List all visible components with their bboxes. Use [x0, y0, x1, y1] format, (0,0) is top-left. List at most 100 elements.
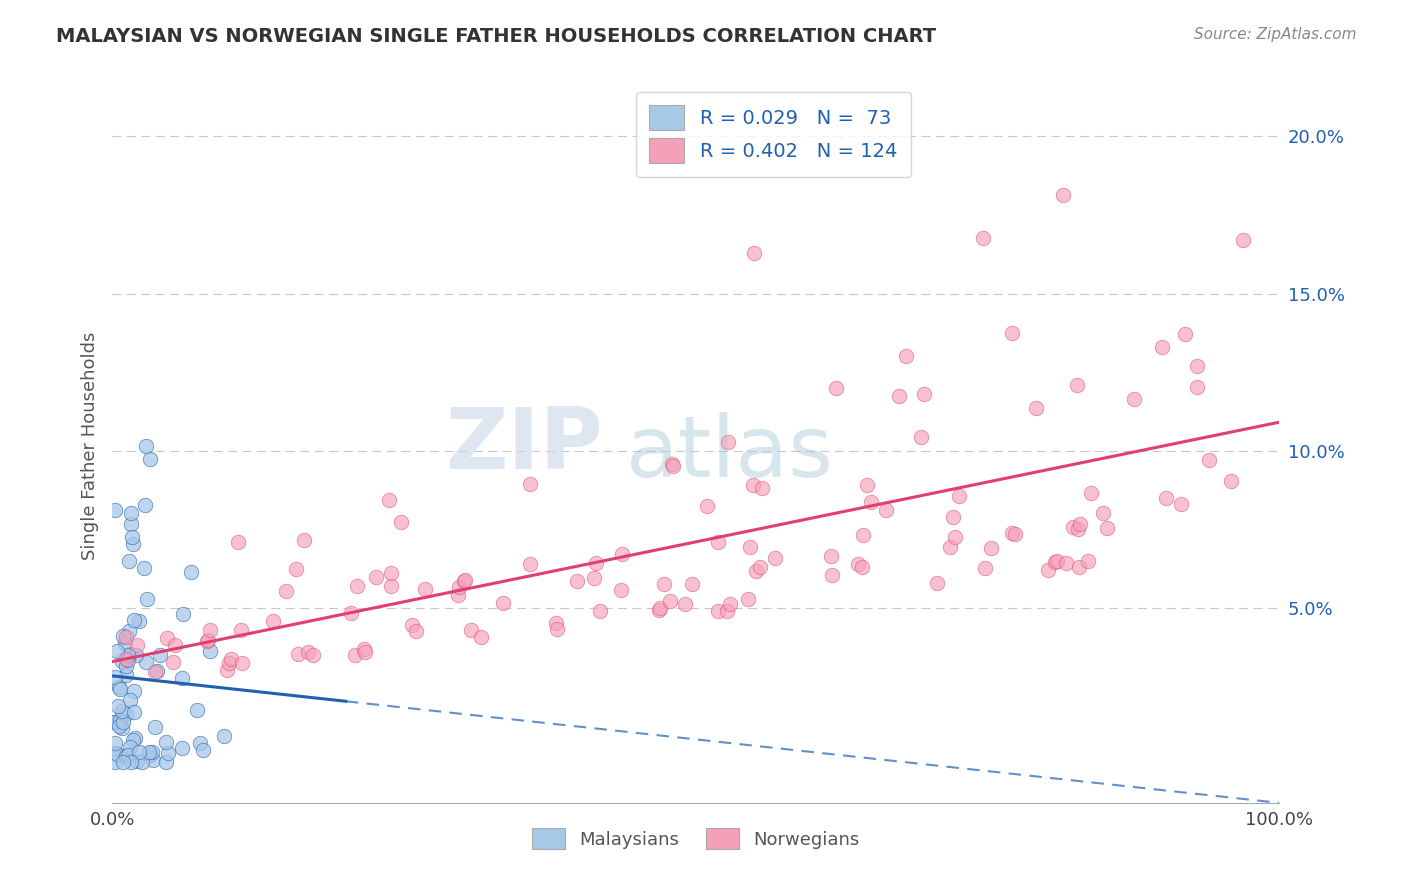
Point [172, 607, 194, 621]
Point [859, 495, 882, 509]
Point [453, 574, 475, 588]
Point [118, 624, 141, 638]
Point [143, 665, 166, 679]
Point [744, 245, 766, 260]
Point [648, 600, 671, 615]
Point [1077, 554, 1099, 568]
Point [155, 735, 177, 749]
Point [139, 747, 162, 762]
Point [162, 655, 184, 669]
Point [1036, 563, 1059, 577]
Point [1045, 555, 1067, 569]
Point [716, 604, 738, 618]
Point [121, 536, 143, 550]
Point [156, 746, 179, 760]
Point [135, 655, 157, 669]
Point [132, 561, 155, 575]
Point [340, 607, 363, 621]
Point [610, 582, 633, 597]
Point [114, 659, 136, 673]
Point [353, 642, 375, 657]
Point [1232, 233, 1254, 247]
Point [353, 645, 375, 659]
Point [825, 381, 848, 395]
Point [104, 502, 127, 516]
Point [942, 510, 965, 524]
Point [745, 564, 768, 578]
Point [718, 597, 741, 611]
Point [197, 633, 219, 648]
Point [155, 755, 177, 769]
Point [346, 579, 368, 593]
Point [134, 499, 156, 513]
Point [1185, 359, 1208, 373]
Point [1080, 485, 1102, 500]
Point [108, 719, 131, 733]
Point [875, 502, 897, 516]
Point [546, 615, 568, 630]
Point [741, 478, 763, 492]
Point [856, 478, 879, 492]
Point [219, 652, 242, 666]
Point [389, 515, 412, 529]
Text: Source: ZipAtlas.com: Source: ZipAtlas.com [1194, 27, 1357, 42]
Point [748, 559, 770, 574]
Point [229, 623, 252, 637]
Point [131, 755, 153, 769]
Point [1170, 497, 1192, 511]
Point [696, 500, 718, 514]
Point [121, 530, 143, 544]
Point [285, 562, 308, 576]
Point [852, 528, 875, 542]
Point [105, 747, 128, 761]
Point [912, 386, 935, 401]
Point [851, 560, 873, 574]
Point [142, 753, 165, 767]
Point [447, 588, 470, 602]
Point [1069, 516, 1091, 531]
Point [143, 720, 166, 734]
Point [377, 493, 399, 508]
Point [1054, 556, 1077, 570]
Point [1154, 491, 1177, 506]
Point [751, 481, 773, 495]
Point [107, 698, 129, 713]
Point [1219, 475, 1241, 489]
Point [1004, 526, 1026, 541]
Point [228, 534, 250, 549]
Point [118, 647, 141, 661]
Point [287, 648, 309, 662]
Point [460, 624, 482, 638]
Point [661, 459, 683, 474]
Point [820, 549, 842, 563]
Point [128, 614, 150, 628]
Point [145, 665, 167, 679]
Point [681, 577, 703, 591]
Point [165, 639, 187, 653]
Point [104, 746, 127, 760]
Point [1185, 379, 1208, 393]
Point [188, 736, 211, 750]
Point [138, 745, 160, 759]
Point [108, 681, 131, 695]
Point [401, 617, 423, 632]
Point [972, 231, 994, 245]
Point [110, 682, 132, 697]
Point [120, 693, 142, 707]
Point [413, 582, 436, 597]
Point [112, 629, 135, 643]
Point [104, 736, 127, 750]
Text: ZIP: ZIP [444, 404, 603, 488]
Point [740, 541, 762, 555]
Point [111, 704, 134, 718]
Point [112, 714, 135, 729]
Point [197, 634, 219, 648]
Point [122, 683, 145, 698]
Point [115, 668, 138, 682]
Point [717, 434, 740, 449]
Point [104, 715, 127, 730]
Legend: Malaysians, Norwegians: Malaysians, Norwegians [523, 819, 869, 858]
Point [894, 350, 917, 364]
Point [117, 748, 139, 763]
Point [115, 630, 138, 644]
